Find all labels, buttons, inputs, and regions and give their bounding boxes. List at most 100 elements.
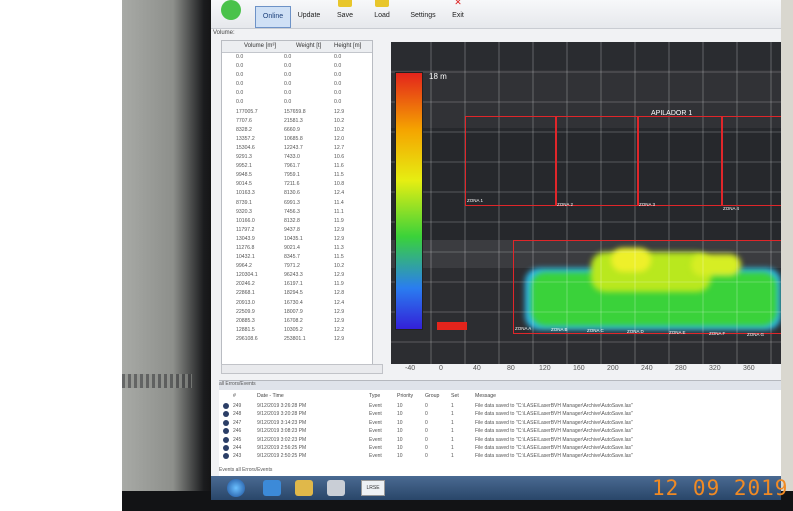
volume-cell: 22509.9 bbox=[236, 308, 255, 315]
save-label: Save bbox=[337, 12, 353, 19]
volume-cell: 0.0 bbox=[236, 99, 244, 106]
weight-cell: 0.0 bbox=[284, 72, 292, 79]
volume-row[interactable]: 15304.6 12243.7 12.7 bbox=[222, 144, 372, 153]
event-row[interactable]: 245 9/12/2019 3:02:23 PM Event 10 0 1 File dat… bbox=[219, 436, 781, 445]
col-priority: Priority bbox=[397, 393, 414, 399]
zone-label: ZONA D bbox=[627, 329, 644, 334]
event-cell: Event bbox=[369, 411, 382, 418]
volume-cell: 9964.2 bbox=[236, 263, 252, 270]
weight-cell: 0.0 bbox=[284, 99, 292, 106]
volume-row[interactable]: 177005.7 157659.8 12.9 bbox=[222, 108, 372, 117]
volume-row[interactable]: 9952.1 7961.7 11.6 bbox=[222, 162, 372, 171]
x-tick: 40 bbox=[473, 365, 481, 372]
volume-row[interactable]: 0.0 0.0 0.0 bbox=[222, 80, 372, 89]
volume-row[interactable]: 8739.1 6991.3 11.4 bbox=[222, 199, 372, 208]
height-cell: 11.5 bbox=[334, 254, 344, 261]
volume-cell: 11797.2 bbox=[236, 226, 255, 233]
volume-row[interactable]: 7707.6 21581.3 10.2 bbox=[222, 117, 372, 126]
col-set: Set bbox=[451, 393, 459, 399]
event-cell: 0 bbox=[425, 411, 428, 418]
volume-row[interactable]: 0.0 0.0 0.0 bbox=[222, 53, 372, 62]
events-tabs[interactable]: Events all Errors/Events bbox=[219, 467, 273, 473]
weight-cell: 96243.3 bbox=[284, 272, 303, 279]
event-cell: 1 bbox=[451, 428, 454, 435]
volume-table: Volume [m³] Weight [t] Height [m] 0.0 0.0… bbox=[221, 40, 373, 372]
event-row[interactable]: 249 9/12/2019 3:26:28 PM Event 10 0 1 File dat… bbox=[219, 403, 781, 411]
event-cell: File data saved to "C:\LASE\LaserBVH Man… bbox=[475, 428, 633, 435]
volume-row[interactable]: 20246.2 16197.1 11.9 bbox=[222, 280, 372, 289]
volume-row[interactable]: 10163.3 8130.6 12.4 bbox=[222, 189, 372, 198]
weight-cell: 7433.0 bbox=[284, 154, 300, 161]
event-cell: 10 bbox=[397, 411, 403, 418]
volume-row[interactable]: 12881.5 10305.2 12.2 bbox=[222, 326, 372, 335]
weight-cell: 10305.2 bbox=[284, 326, 303, 333]
windows-start-icon[interactable] bbox=[227, 479, 245, 497]
update-label: Update bbox=[297, 12, 321, 19]
app-icon[interactable] bbox=[327, 480, 345, 496]
volume-cell: 22868.1 bbox=[236, 290, 255, 297]
volume-row[interactable]: 9948.5 7959.1 11.5 bbox=[222, 171, 372, 180]
volume-cell: 177005.7 bbox=[236, 108, 258, 115]
volume-row[interactable]: 9964.2 7971.2 10.2 bbox=[222, 262, 372, 271]
col-message: Message bbox=[475, 393, 497, 399]
volume-cell: 7707.6 bbox=[236, 117, 252, 124]
volume-row[interactable]: 0.0 0.0 0.0 bbox=[222, 62, 372, 71]
volume-row[interactable]: 0.0 0.0 0.0 bbox=[222, 89, 372, 98]
event-cell: File data saved to "C:\LASE\LaserBVH Man… bbox=[475, 453, 633, 460]
volume-row[interactable]: 11276.8 9021.4 11.3 bbox=[222, 244, 372, 253]
volume-row[interactable]: 9014.5 7211.6 10.8 bbox=[222, 180, 372, 189]
volume-table-rows: 0.0 0.0 0.0 0.0 0.0 0.0 0.0 0.0 0.0 0.0 0.0 0.0 0.0 0… bbox=[222, 53, 372, 344]
volume-row[interactable]: 22868.1 18294.5 12.8 bbox=[222, 289, 372, 298]
info-icon bbox=[223, 436, 229, 443]
volume-row[interactable]: 10432.1 8345.7 11.5 bbox=[222, 253, 372, 262]
event-row[interactable]: 246 9/12/2019 3:08:23 PM Event 10 0 1 File dat… bbox=[219, 428, 781, 436]
horizontal-scrollbar[interactable] bbox=[221, 364, 383, 374]
event-cell: 0 bbox=[425, 428, 428, 435]
browser-icon[interactable] bbox=[263, 480, 281, 496]
online-button[interactable]: Online bbox=[255, 6, 291, 28]
event-row[interactable]: 244 9/12/2019 2:56:25 PM Event 10 0 1 File dat… bbox=[219, 445, 781, 453]
event-cell: 9/12/2019 3:14:23 PM bbox=[257, 419, 307, 426]
lrse-taskbar-button[interactable]: LRSE bbox=[361, 480, 385, 496]
load-icon bbox=[375, 0, 389, 7]
date-stamp: 12 09 2019 bbox=[652, 476, 789, 500]
weight-cell: 21581.3 bbox=[284, 117, 303, 124]
save-button[interactable]: Save bbox=[332, 0, 358, 26]
height-cell: 10.8 bbox=[334, 181, 345, 188]
event-row[interactable]: 243 9/12/2019 2:50:25 PM Event 10 0 1 File dat… bbox=[219, 453, 781, 461]
volume-row[interactable]: 296108.6 253801.1 12.9 bbox=[222, 335, 372, 344]
col-group: Group bbox=[425, 393, 440, 399]
event-cell: Event bbox=[369, 436, 382, 443]
volume-row[interactable]: 22509.9 18007.9 12.9 bbox=[222, 308, 372, 317]
volume-row[interactable]: 9291.3 7433.0 10.6 bbox=[222, 153, 372, 162]
x-tick: 240 bbox=[641, 365, 653, 372]
event-cell: File data saved to "C:\LASE\LaserBVH Man… bbox=[475, 445, 633, 451]
volume-cell: 296108.6 bbox=[236, 335, 258, 342]
volume-row[interactable]: 20885.3 16708.2 12.9 bbox=[222, 317, 372, 326]
volume-cell: 0.0 bbox=[236, 81, 244, 88]
volume-row[interactable]: 20913.0 16730.4 12.4 bbox=[222, 299, 372, 308]
volume-row[interactable]: 120304.1 96243.3 12.9 bbox=[222, 271, 372, 280]
volume-row[interactable]: 0.0 0.0 0.0 bbox=[222, 71, 372, 80]
update-button[interactable]: Update bbox=[295, 6, 323, 26]
volume-row[interactable]: 11797.2 9437.8 12.9 bbox=[222, 226, 372, 235]
event-row[interactable]: 247 9/12/2019 3:14:23 PM Event 10 0 1 File dat… bbox=[219, 419, 781, 428]
exit-button[interactable]: ✕ Exit bbox=[445, 0, 471, 26]
load-button[interactable]: Load bbox=[369, 0, 395, 26]
volume-row[interactable]: 8328.2 6660.9 10.2 bbox=[222, 126, 372, 135]
volume-row[interactable]: 13043.9 10435.1 12.9 bbox=[222, 235, 372, 244]
folder-icon[interactable] bbox=[295, 480, 313, 496]
info-icon bbox=[223, 445, 229, 451]
event-row[interactable]: 248 9/12/2019 3:20:28 PM Event 10 0 1 File dat… bbox=[219, 411, 781, 419]
event-cell: 243 bbox=[233, 453, 242, 460]
volume-row[interactable]: 0.0 0.0 0.0 bbox=[222, 98, 372, 107]
settings-button[interactable]: Settings bbox=[406, 6, 440, 26]
event-cell: 247 bbox=[233, 419, 242, 426]
volume-cell: 12881.5 bbox=[236, 326, 255, 333]
wall-perforation bbox=[122, 374, 192, 388]
volume-row[interactable]: 10166.0 8132.8 11.9 bbox=[222, 217, 372, 226]
terrain-band bbox=[391, 128, 781, 240]
height-cell: 10.2 bbox=[334, 117, 345, 124]
volume-row[interactable]: 13357.2 10685.8 12.0 bbox=[222, 135, 372, 144]
volume-row[interactable]: 9320.3 7456.3 11.1 bbox=[222, 208, 372, 217]
